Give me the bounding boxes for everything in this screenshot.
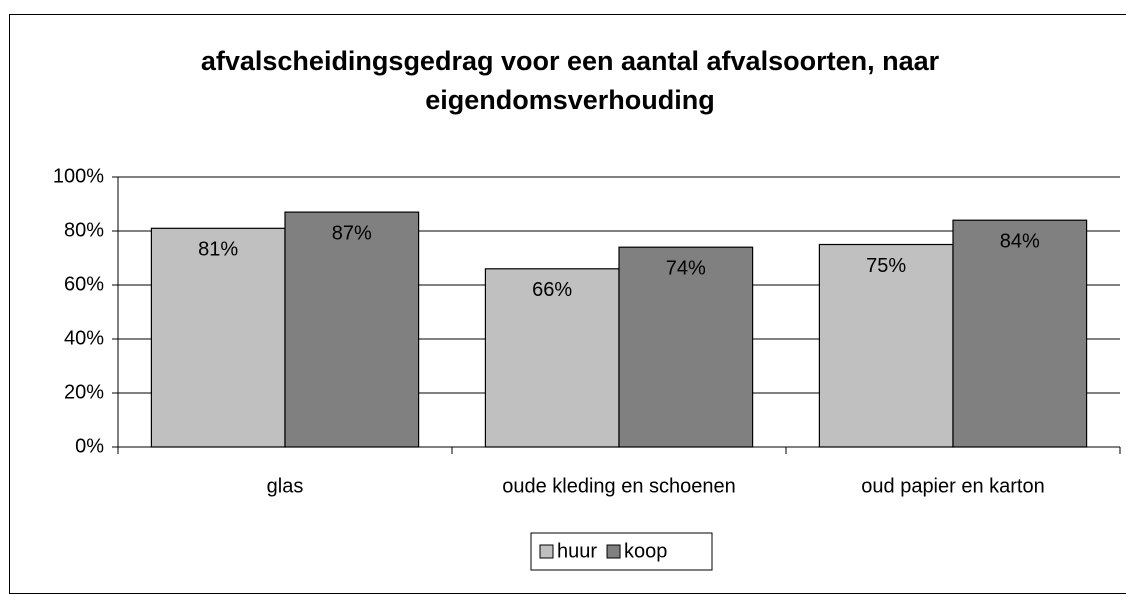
data-label: 74%: [666, 257, 706, 279]
data-label: 81%: [198, 239, 238, 261]
legend-box: [530, 532, 713, 571]
legend-label: koop: [624, 540, 667, 562]
bar: [284, 211, 420, 448]
x-tick-label: oud papier en karton: [861, 475, 1044, 497]
x-tick-label: glas: [267, 475, 304, 497]
legend-swatch: [539, 544, 554, 559]
chart: 0% 20% 40% 60% 80% 100% glas 81% 87% oude kleding…: [53, 165, 1121, 571]
y-tick-label: 40%: [64, 327, 104, 349]
data-label: 75%: [866, 255, 906, 277]
bar: [818, 243, 954, 448]
data-label: 84%: [1000, 230, 1040, 252]
y-tick-label: 20%: [64, 381, 104, 403]
y-tick-label: 0%: [75, 435, 104, 457]
data-label: 87%: [332, 222, 372, 244]
bar: [150, 227, 286, 448]
chart-title: afvalscheidingsgedrag voor een aantal af…: [200, 46, 940, 115]
bar: [952, 219, 1088, 448]
x-tick-label: oude kleding en schoenen: [502, 475, 736, 497]
data-label: 66%: [532, 279, 572, 301]
legend-swatch: [606, 544, 621, 559]
y-tick-label: 100%: [53, 165, 104, 187]
legend-label: huur: [557, 540, 597, 562]
y-tick-label: 80%: [64, 219, 104, 241]
y-tick-label: 60%: [64, 273, 104, 295]
